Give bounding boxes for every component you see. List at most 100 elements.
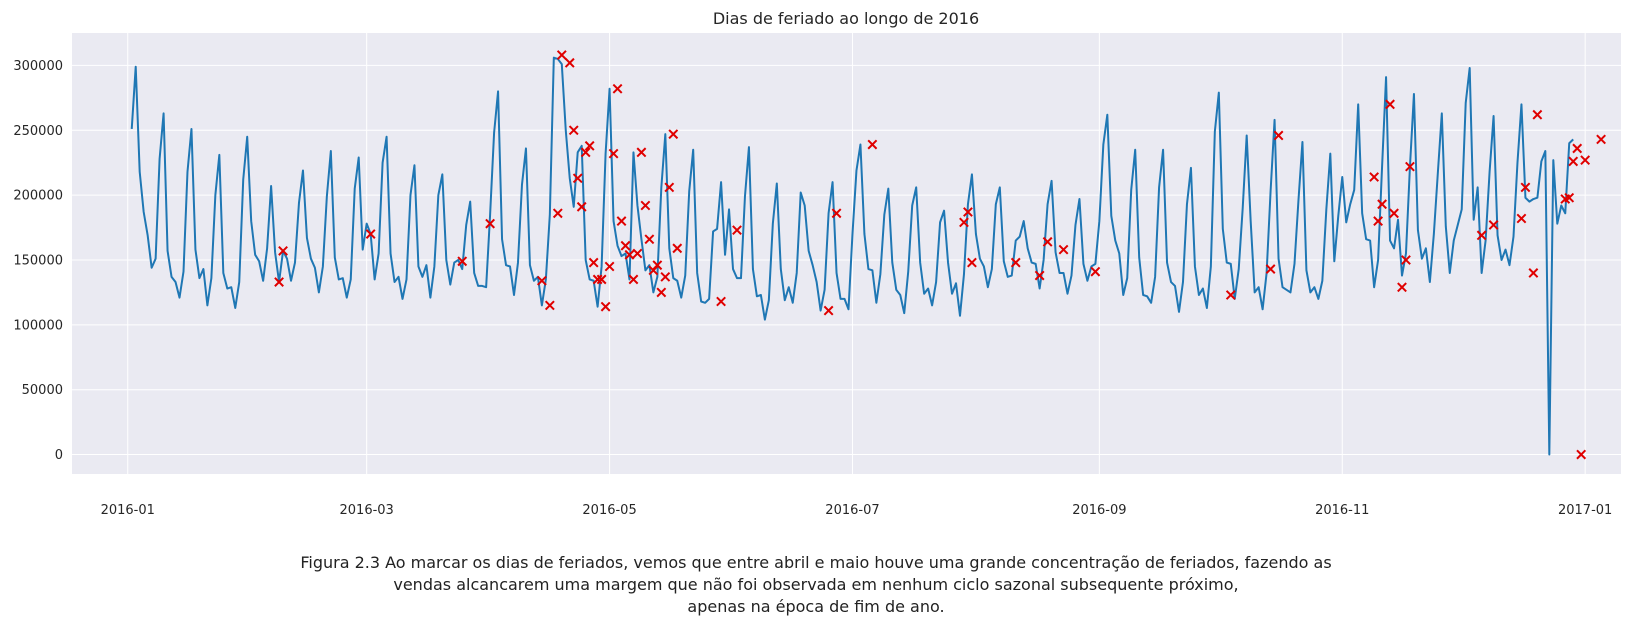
holiday-marker xyxy=(608,148,619,159)
sales-series xyxy=(130,56,1574,456)
holiday-marker xyxy=(1401,255,1411,265)
caption-line: Figura 2.3 Ao marcar os dias de feriados… xyxy=(300,553,1332,572)
holiday-marker xyxy=(1273,130,1284,141)
holiday-marker xyxy=(556,50,567,60)
holiday-marker xyxy=(664,182,675,193)
holiday-marker xyxy=(457,256,468,267)
holiday-marker xyxy=(596,274,607,285)
holiday-marker xyxy=(1377,199,1387,210)
holiday-marker xyxy=(1373,216,1384,226)
holiday-marker xyxy=(672,243,683,254)
holiday-marker xyxy=(867,139,878,150)
holiday-marker xyxy=(278,245,288,256)
holiday-marker xyxy=(656,287,667,298)
holiday-marker xyxy=(1058,244,1069,255)
holiday-markers xyxy=(274,50,1606,460)
holiday-marker xyxy=(584,140,595,151)
holiday-marker xyxy=(544,300,555,311)
holiday-marker xyxy=(564,57,575,68)
x-tick-labels: 2016-01 2016-03 2016-05 2016-07 2016-09 2016-… xyxy=(101,503,1613,518)
holiday-marker xyxy=(1265,264,1276,274)
holiday-marker xyxy=(572,173,583,184)
y-tick-label: 300000 xyxy=(13,59,63,74)
holiday-marker xyxy=(628,274,639,285)
holiday-marker xyxy=(1225,290,1236,300)
holiday-marker xyxy=(576,201,587,212)
y-gridlines xyxy=(72,64,1621,456)
holiday-marker xyxy=(1576,449,1587,460)
x-tick-label: 2016-09 xyxy=(1072,503,1126,518)
chart-title: Dias de feriado ao longo de 2016 xyxy=(713,9,979,28)
holiday-marker xyxy=(624,249,635,260)
holiday-marker xyxy=(1090,266,1101,277)
caption-line: vendas alcancarem uma margem que não foi… xyxy=(393,575,1239,594)
holiday-marker xyxy=(716,296,726,307)
x-tick-label: 2016-03 xyxy=(340,503,394,518)
y-tick-label: 200000 xyxy=(13,189,63,204)
holiday-marker xyxy=(568,125,579,136)
holiday-marker xyxy=(636,147,647,158)
holiday-marker xyxy=(1397,282,1407,293)
holiday-marker xyxy=(640,200,651,211)
holiday-marker xyxy=(552,208,563,219)
y-tick-label: 50000 xyxy=(22,383,63,398)
holiday-marker xyxy=(604,261,615,272)
holiday-marker xyxy=(632,248,643,259)
holiday-marker xyxy=(967,257,977,268)
holiday-marker xyxy=(1488,220,1499,230)
x-gridlines xyxy=(127,33,1586,474)
holiday-marker xyxy=(616,216,627,226)
holiday-sales-chart: Dias de feriado ao longo de 2016 0 50000 1… xyxy=(13,9,1621,518)
holiday-marker xyxy=(1564,192,1575,203)
holiday-marker xyxy=(644,234,655,245)
holiday-marker xyxy=(588,257,599,268)
y-tick-label: 0 xyxy=(55,448,63,463)
holiday-marker xyxy=(1010,257,1021,268)
caption-line: apenas na época de fim de ano. xyxy=(687,597,945,616)
x-tick-label: 2016-07 xyxy=(825,503,879,518)
holiday-marker xyxy=(823,305,834,316)
holiday-marker xyxy=(485,218,496,229)
x-tick-label: 2016-05 xyxy=(582,503,636,518)
y-tick-label: 250000 xyxy=(13,124,63,139)
holiday-marker xyxy=(600,301,611,312)
holiday-marker xyxy=(536,275,547,286)
y-tick-label: 150000 xyxy=(13,253,63,268)
holiday-marker xyxy=(831,208,842,219)
holiday-marker xyxy=(959,217,969,228)
holiday-marker xyxy=(1532,109,1543,120)
holiday-marker xyxy=(1516,213,1527,224)
y-tick-label: 100000 xyxy=(13,318,63,333)
holiday-marker xyxy=(1528,268,1539,278)
x-tick-label: 2017-01 xyxy=(1558,503,1612,518)
y-tick-labels: 0 50000 100000 150000 200000 250000 300000 xyxy=(13,59,63,463)
holiday-marker xyxy=(1580,155,1591,166)
plot-area xyxy=(72,33,1621,474)
holiday-marker xyxy=(668,129,679,140)
holiday-marker xyxy=(660,271,671,282)
x-tick-label: 2016-11 xyxy=(1315,503,1369,518)
holiday-marker xyxy=(652,260,663,271)
holiday-marker xyxy=(1034,270,1045,281)
holiday-marker xyxy=(1568,156,1579,167)
holiday-marker xyxy=(1385,99,1395,110)
holiday-marker xyxy=(1476,230,1487,241)
holiday-marker xyxy=(620,240,631,251)
figure-caption: Figura 2.3 Ao marcar os dias de feriados… xyxy=(0,552,1632,618)
holiday-marker xyxy=(580,147,591,158)
holiday-marker xyxy=(365,229,376,239)
holiday-marker xyxy=(274,277,284,287)
holiday-marker xyxy=(592,274,603,285)
x-tick-label: 2016-01 xyxy=(101,503,155,518)
holiday-marker xyxy=(1572,143,1583,154)
holiday-marker xyxy=(963,207,973,217)
holiday-marker xyxy=(1369,172,1380,182)
sales-line xyxy=(130,56,1574,456)
holiday-marker xyxy=(612,83,623,94)
holiday-marker xyxy=(1389,208,1399,219)
holiday-marker xyxy=(1042,236,1053,247)
holiday-marker xyxy=(732,225,742,236)
holiday-marker xyxy=(1520,182,1531,193)
holiday-marker xyxy=(1405,161,1415,172)
